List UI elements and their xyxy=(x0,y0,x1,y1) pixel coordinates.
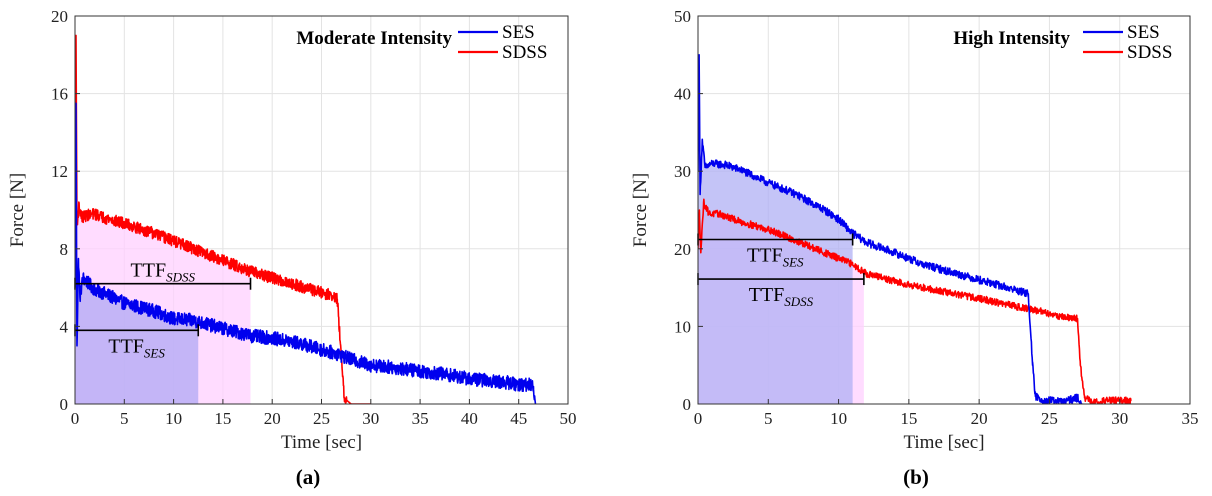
ttf-label-sdss: TTFSDSS xyxy=(749,284,814,309)
chart-panel-b: TTFSES TTFSDSS 0 5 10 15 20 25 30 35 0 10 20 30 40 50 Ti… xyxy=(630,7,1199,489)
x-tick-label: 15 xyxy=(214,409,231,428)
x-tick-label: 30 xyxy=(1111,409,1128,428)
x-tick-label: 30 xyxy=(362,409,379,428)
y-tick-label: 4 xyxy=(60,317,69,336)
x-tick-label: 25 xyxy=(1041,409,1058,428)
chart-title: Moderate Intensity xyxy=(296,28,452,49)
y-tick-label: 20 xyxy=(674,240,691,259)
x-tick-label: 15 xyxy=(900,409,917,428)
x-tick-label: 20 xyxy=(264,409,281,428)
x-tick-label: 40 xyxy=(461,409,478,428)
plot-frame xyxy=(697,15,1191,405)
shaded-area-ses xyxy=(698,54,853,404)
x-tick-label: 0 xyxy=(71,409,80,428)
series-line-ses xyxy=(75,102,537,404)
x-tick-label: 25 xyxy=(313,409,330,428)
y-tick-label: 0 xyxy=(683,395,692,414)
legend-label-ses: SES xyxy=(502,22,535,43)
y-axis-label: Force [N] xyxy=(630,173,651,247)
y-tick-label: 50 xyxy=(674,7,691,26)
x-tick-label: 45 xyxy=(510,409,527,428)
y-tick-label: 10 xyxy=(674,317,691,336)
y-tick-label: 0 xyxy=(60,395,69,414)
panel-caption: (b) xyxy=(903,465,929,489)
x-tick-label: 10 xyxy=(830,409,847,428)
chart-panel-a: TTFSDSS TTFSES 0 5 10 15 20 25 30 35 40 45 50 0 4 8 12 16… xyxy=(7,7,577,489)
chart-title: High Intensity xyxy=(953,28,1070,49)
series-line-sdss xyxy=(698,198,1132,404)
x-axis-label: Time [sec] xyxy=(281,432,362,453)
series-line-sdss xyxy=(75,34,372,404)
ttf-label-ses: TTFSES xyxy=(747,244,804,269)
series-line-ses xyxy=(698,54,1083,404)
x-tick-label: 20 xyxy=(971,409,988,428)
x-tick-label: 50 xyxy=(560,409,577,428)
legend-label-ses: SES xyxy=(1127,22,1160,43)
x-tick-label: 35 xyxy=(1182,409,1199,428)
y-tick-label: 20 xyxy=(51,7,68,26)
ttf-label-sdss: TTFSDSS xyxy=(131,260,196,285)
y-axis-label: Force [N] xyxy=(7,173,28,247)
y-tick-label: 30 xyxy=(674,162,691,181)
y-tick-label: 12 xyxy=(51,162,68,181)
x-axis-label: Time [sec] xyxy=(903,432,984,453)
panel-caption: (a) xyxy=(296,465,321,489)
shaded-area-ses xyxy=(75,103,199,404)
x-tick-label: 35 xyxy=(412,409,429,428)
y-tick-label: 40 xyxy=(674,85,691,104)
legend-label-sdss: SDSS xyxy=(502,42,547,63)
x-tick-label: 5 xyxy=(120,409,129,428)
x-tick-label: 10 xyxy=(165,409,182,428)
y-tick-label: 16 xyxy=(51,85,68,104)
x-tick-label: 0 xyxy=(694,409,703,428)
legend-label-sdss: SDSS xyxy=(1127,42,1172,63)
y-tick-label: 8 xyxy=(60,240,69,259)
ttf-label-ses: TTFSES xyxy=(108,335,165,360)
x-tick-label: 5 xyxy=(764,409,773,428)
